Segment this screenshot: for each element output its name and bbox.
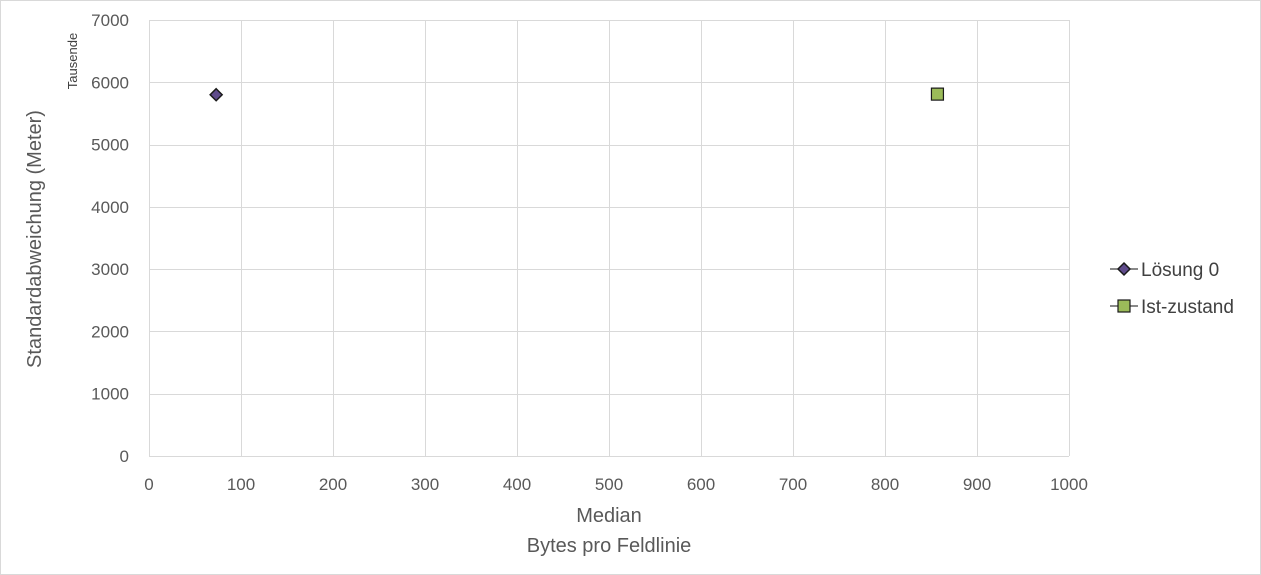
x-tick-label: 800 (871, 475, 899, 494)
y-tick-label: 5000 (91, 136, 129, 155)
data-point-diamond (209, 87, 224, 102)
y-tick-label: 4000 (91, 198, 129, 217)
y-tick-label: 7000 (91, 11, 129, 30)
y-tick-label: 2000 (91, 322, 129, 341)
legend-marker-square (1117, 299, 1131, 313)
legend-entry: Lösung 0 (1110, 260, 1219, 281)
x-tick-label: 200 (319, 475, 347, 494)
x-axis-title: Median (576, 505, 642, 527)
x-tick-label: 500 (595, 475, 623, 494)
data-points (209, 87, 945, 102)
x-tick-label: 700 (779, 475, 807, 494)
legend-marker-diamond (1116, 261, 1132, 277)
legend-label: Lösung 0 (1141, 260, 1219, 281)
data-point-square (930, 87, 945, 101)
legend-label: Ist-zustand (1141, 297, 1234, 318)
x-tick-label: 300 (411, 475, 439, 494)
y-tick-label: 6000 (91, 73, 129, 92)
y-tick-label: 1000 (91, 385, 129, 404)
x-tick-label: 1000 (1050, 475, 1088, 494)
y-tick-labels: 0 1000 2000 3000 4000 5000 6000 7000 (91, 11, 129, 466)
y-unit-label: Tausende (65, 33, 80, 89)
x-tick-labels: 0 100 200 300 400 500 600 700 800 900 1000 (144, 475, 1088, 494)
grid-lines (149, 20, 1070, 457)
legend: Lösung 0 Ist-zustand (1110, 260, 1234, 318)
x-tick-label: 0 (144, 475, 153, 494)
legend-entry: Ist-zustand (1110, 297, 1234, 318)
y-tick-label: 3000 (91, 260, 129, 279)
y-axis-title: Standardabweichung (Meter) (24, 110, 46, 368)
x-tick-label: 400 (503, 475, 531, 494)
x-tick-label: 900 (963, 475, 991, 494)
x-tick-label: 600 (687, 475, 715, 494)
x-tick-label: 100 (227, 475, 255, 494)
x-axis-subtitle: Bytes pro Feldlinie (527, 535, 692, 557)
y-tick-label: 0 (120, 447, 129, 466)
